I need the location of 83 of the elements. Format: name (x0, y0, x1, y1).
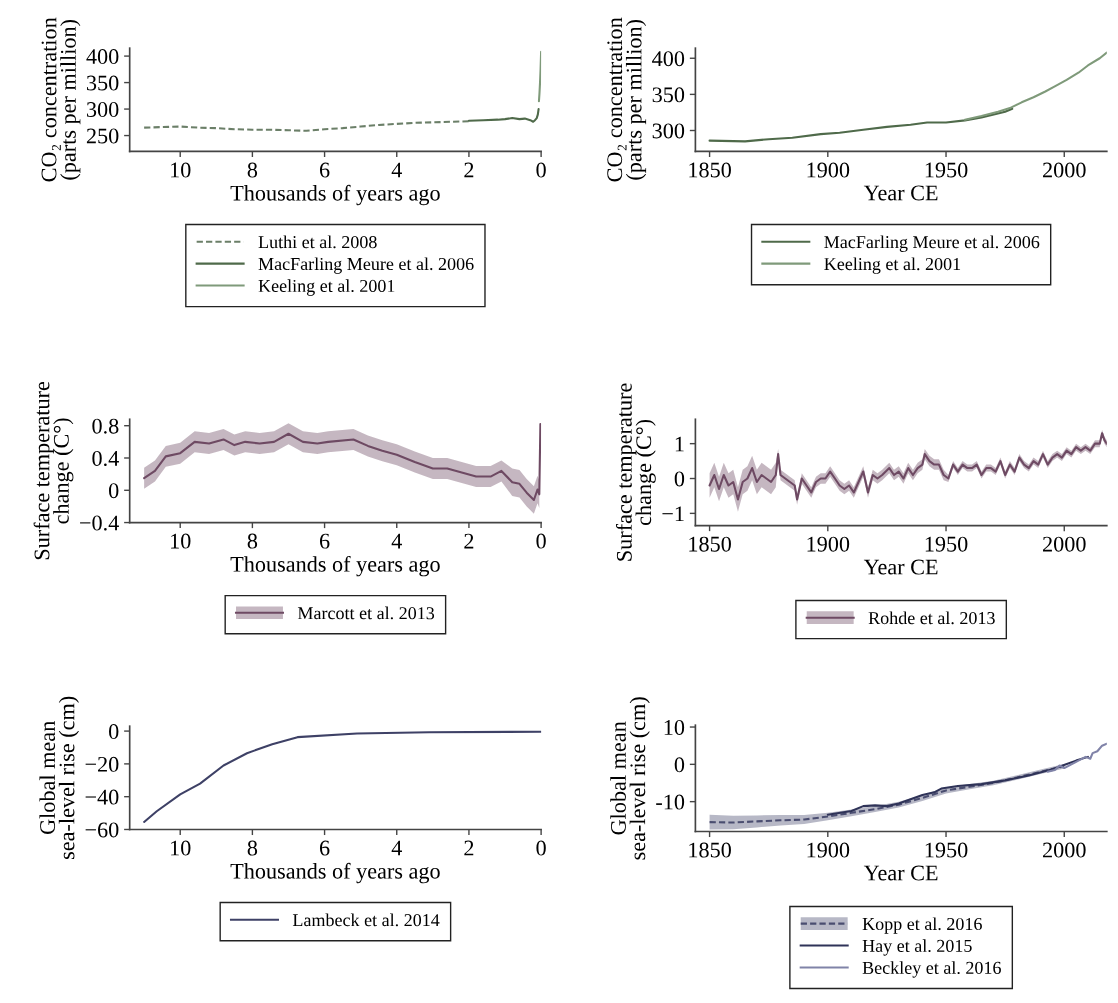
x-tick-label: 1900 (807, 162, 850, 178)
x-tick-label: 0 (536, 533, 546, 549)
y-axis-title: CO₂ concentration (parts per million) (41, 17, 81, 182)
line-series (963, 51, 1107, 121)
line-series (467, 108, 540, 123)
x-tick-label: 6 (319, 162, 330, 178)
y-tick-label: -10 (656, 794, 685, 810)
legend-label: Hay et al. 2015 (862, 939, 972, 956)
x-tick-label: 0 (536, 840, 546, 856)
y-tick-label: −40 (85, 789, 119, 805)
x-tick-label: 6 (319, 533, 330, 549)
line-series (708, 107, 1014, 143)
x-tick-label: 8 (247, 533, 258, 549)
x-tick-label: 0 (536, 162, 546, 178)
y-tick-label: 0 (109, 483, 119, 499)
line-series (143, 730, 542, 823)
x-tick-label: 2000 (1043, 842, 1086, 858)
x-axis-title: Thousands of years ago (230, 862, 440, 884)
y-axis-title: Surface temperature change (C°) (615, 383, 656, 561)
x-axis-title: Thousands of years ago (230, 555, 440, 577)
y-tick-label: 0.8 (92, 418, 119, 434)
y-tick-label: 0 (674, 757, 685, 773)
y-tick-label: 250 (86, 128, 119, 144)
x-tick-label: 10 (171, 162, 191, 178)
y-tick-label: 0.4 (92, 450, 119, 467)
x-tick-label: 2000 (1043, 162, 1086, 178)
line-series (1046, 742, 1107, 773)
y-tick-label: 1 (675, 436, 684, 452)
x-tick-label: 1900 (807, 536, 850, 552)
legend-label: Lambeck et al. 2014 (292, 913, 440, 927)
x-tick-label: 4 (391, 162, 402, 178)
y-tick-label: 400 (652, 51, 685, 67)
x-tick-label: 1900 (807, 842, 850, 858)
x-tick-label: 2 (464, 840, 474, 856)
x-tick-label: 1850 (689, 842, 731, 858)
x-tick-label: 10 (171, 840, 191, 856)
legend-label: Luthi et al. 2008 (258, 235, 377, 249)
x-axis-title: Year CE (863, 865, 938, 881)
x-tick-label: 2000 (1043, 536, 1086, 552)
y-axis-title: Global mean sea-level rise (cm) (610, 697, 650, 860)
x-tick-label: 8 (247, 162, 258, 178)
x-tick-label: 1850 (689, 536, 731, 552)
y-tick-label: 400 (86, 49, 119, 65)
line-series (143, 120, 470, 132)
y-axis-title: Global mean sea-level rise (cm) (39, 696, 79, 859)
legend-label: MacFarling Meure et al. 2006 (258, 257, 474, 274)
x-tick-label: 1950 (925, 536, 968, 552)
x-tick-label: 1950 (925, 842, 968, 858)
y-tick-label: −0.4 (80, 515, 119, 531)
y-tick-label: 10 (664, 719, 685, 735)
x-axis-title: Year CE (863, 559, 938, 575)
y-tick-label: 0 (674, 471, 685, 487)
y-tick-label: 0 (109, 724, 119, 740)
y-tick-label: −60 (85, 822, 119, 838)
x-axis-title: Year CE (863, 185, 938, 201)
legend-label: Keeling et al. 2001 (824, 257, 961, 274)
x-tick-label: 1950 (925, 162, 968, 178)
y-axis-title: Surface temperature change (C°) (33, 381, 74, 560)
x-tick-label: 6 (319, 840, 330, 856)
legend-label: Beckley et al. 2016 (862, 961, 1001, 978)
x-axis-title: Thousands of years ago (230, 184, 440, 206)
y-tick-label: 350 (87, 75, 119, 91)
y-tick-label: 350 (652, 87, 685, 103)
x-tick-label: 2 (464, 162, 474, 178)
x-tick-label: 4 (391, 840, 402, 856)
y-tick-label: 300 (652, 123, 685, 139)
legend-label: Rohde et al. 2013 (868, 611, 995, 625)
y-axis-title: CO₂ concentration (parts per million) (607, 17, 647, 182)
legend-label: Marcott et al. 2013 (297, 606, 435, 620)
y-tick-label: −1 (662, 506, 684, 522)
y-tick-label: 300 (87, 102, 119, 117)
x-tick-label: 10 (171, 533, 191, 549)
legend-label: Kopp et al. 2016 (862, 917, 982, 934)
x-tick-label: 2 (464, 533, 474, 549)
x-tick-label: 8 (247, 840, 258, 856)
legend-label: Keeling et al. 2001 (258, 279, 395, 296)
y-tick-label: −20 (85, 756, 119, 772)
line-series (826, 755, 1089, 816)
line-series (708, 432, 1107, 501)
legend-label: MacFarling Meure et al. 2006 (824, 235, 1040, 252)
x-tick-label: 1850 (689, 162, 731, 178)
line-series (537, 50, 542, 103)
x-tick-label: 4 (391, 533, 402, 549)
